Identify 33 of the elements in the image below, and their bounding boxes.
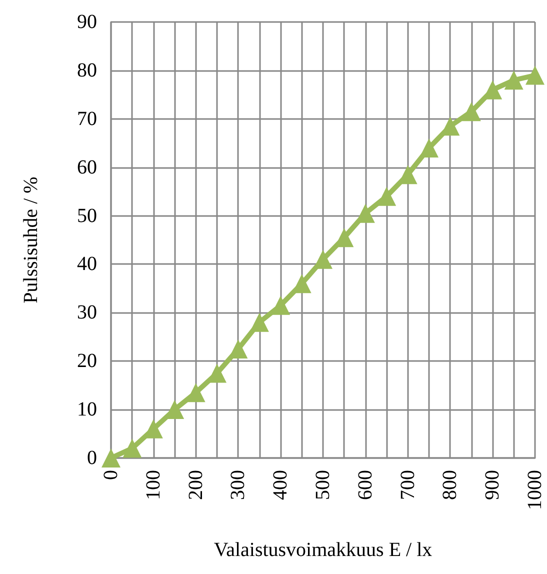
y-tick-label: 0 [87,447,97,469]
y-tick-label: 20 [77,350,97,372]
point [504,70,524,90]
point [271,296,290,315]
y-tick-label: 30 [77,302,97,324]
x-tick-label: 800 [439,470,462,500]
y-tick-label: 80 [77,59,97,82]
x-tick-label: 400 [270,470,292,500]
point [526,66,544,85]
y-tick-label: 90 [77,11,97,33]
y-tick-label: 50 [77,204,97,227]
point [186,383,206,402]
x-tick-label: 300 [227,470,250,500]
point [420,138,438,158]
x-tick-label: 500 [312,470,334,500]
x-tick-label: 700 [396,470,419,500]
point [250,312,269,332]
y-axis-title: Pulssisuhde / % [20,176,42,304]
y-tick-label: 60 [77,156,97,178]
point [462,102,481,122]
y-tick-label: 70 [77,108,97,130]
x-axis-title: Valaistusvoimakkuus E / lx [214,539,432,561]
point [102,448,120,468]
y-tick-label: 10 [77,398,97,421]
point [122,438,142,458]
x-tick-label: 600 [354,470,376,500]
point [377,186,396,206]
x-tick-label: 200 [184,470,207,500]
x-tick-label: 100 [142,470,164,500]
x-tick-label: 1000 [524,470,546,510]
x-tick-label: 900 [482,470,504,500]
x-tick-label: 0 [100,470,122,480]
y-tick-label: 40 [77,253,97,276]
